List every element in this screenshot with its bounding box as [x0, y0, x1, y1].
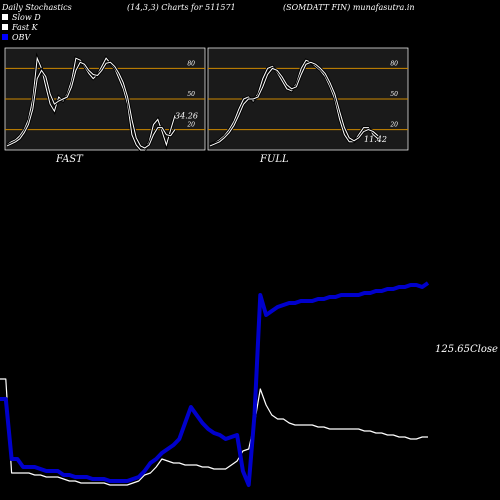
legend-swatch-fast-k [2, 24, 8, 30]
obv-line [0, 281, 430, 487]
last-close-label: 125.65Close [435, 344, 498, 355]
legend-label-slow-d: Slow D [12, 13, 41, 22]
level-tick-label-20: 20 [389, 122, 398, 129]
legend-swatch-obv [2, 34, 8, 40]
legend-swatch-slow-d [2, 14, 8, 20]
fast-panel-label: FAST [55, 154, 84, 165]
level-tick-label-50: 50 [187, 91, 195, 98]
last-value-label: 34.26 [175, 111, 198, 120]
legend-label-fast-k: Fast K [11, 23, 39, 32]
series-line-slow-d [209, 61, 379, 147]
legend-label-obv: OBV [12, 33, 31, 42]
level-tick-label-80: 80 [187, 60, 195, 67]
price-obv-area [0, 281, 430, 487]
close-price-line [0, 378, 428, 486]
fast-panel: 80 50 20 34.26 [4, 47, 206, 152]
last-value-label: 11.42 [364, 135, 387, 144]
chart-params: (14,3,3) Charts for 511571 [127, 3, 236, 12]
level-tick-label-80: 80 [390, 60, 398, 67]
chart-title: Daily Stochastics [1, 3, 72, 12]
level-tick-label-20: 20 [186, 122, 195, 129]
full-panel-label: FULL [259, 154, 289, 165]
level-tick-label-50: 50 [390, 91, 398, 98]
series-line-slow-d [6, 61, 176, 149]
chart-symbol: (SOMDATT FIN) munafasutra.in [283, 3, 415, 12]
